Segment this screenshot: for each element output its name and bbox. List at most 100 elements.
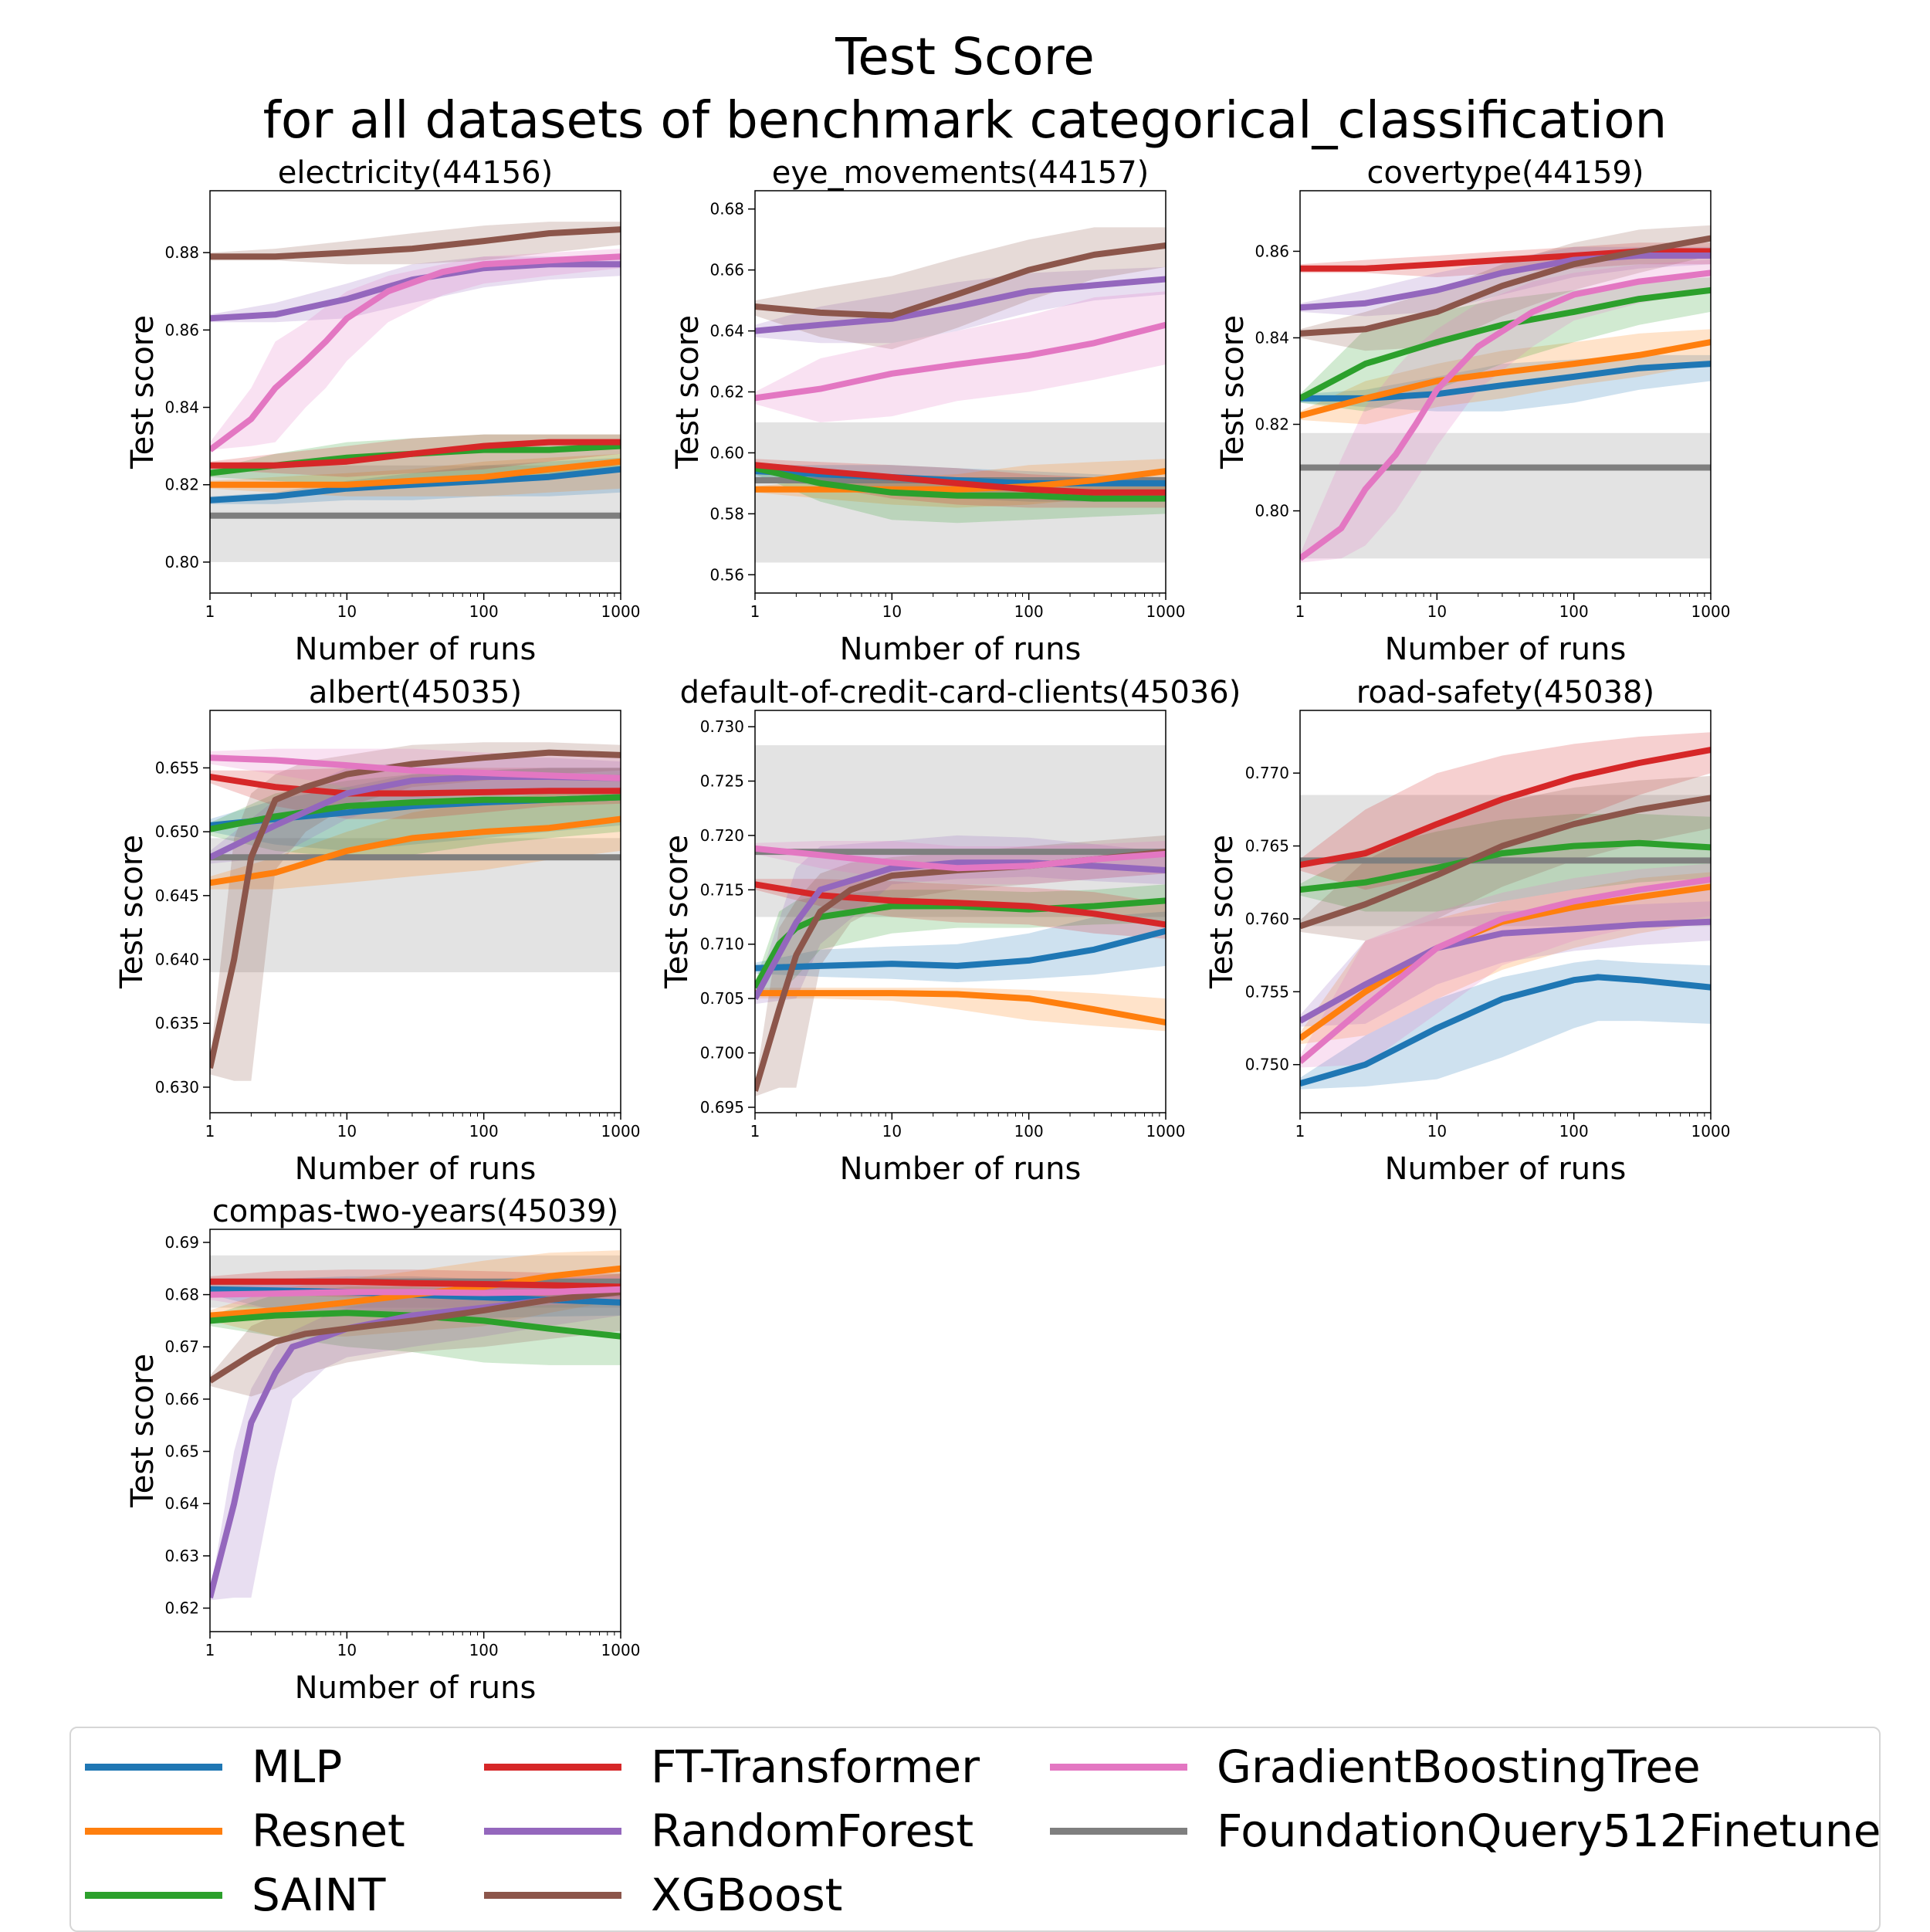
legend-label: MLP — [252, 1740, 343, 1793]
legend-swatch-foundationquery512finetune — [1050, 1827, 1187, 1835]
series-line-ft-transformer — [210, 439, 621, 469]
x-tick-label: 1000 — [601, 602, 641, 621]
y-tick-label: 0.69 — [164, 1233, 199, 1252]
y-axis-label: Test score — [1204, 835, 1240, 989]
plot-area — [1300, 710, 1711, 1113]
axes-frame — [754, 710, 1166, 1113]
x-tick-label: 100 — [469, 1641, 499, 1659]
plot-content — [210, 1250, 621, 1601]
y-tick-label: 0.80 — [164, 553, 199, 571]
plot-content — [755, 745, 1166, 1096]
legend-swatch-gradientboostingtree — [1050, 1763, 1187, 1771]
series-line-ft-transformer — [1300, 747, 1711, 869]
subplot-eye-movements-44157-: 1 10 100 1000 0.56 0.58 0.60 0.62 0.64 0.66 0.68 ey… — [670, 155, 1185, 667]
series-line-xgboost — [1300, 795, 1711, 930]
y-tick-label: 0.730 — [700, 717, 744, 736]
x-tick-label: 10 — [882, 1122, 902, 1141]
x-axis-label: Number of runs — [840, 632, 1082, 667]
legend-item-xgboost: XGBoost — [484, 1864, 842, 1926]
subplot-road-safety-45038-: 1 10 100 1000 0.750 0.755 0.760 0.765 0.770 road-… — [1204, 675, 1730, 1187]
y-tick-label: 0.67 — [164, 1337, 199, 1356]
x-tick-label: 100 — [469, 602, 499, 621]
y-tick-label: 0.710 — [700, 935, 744, 954]
x-axis-label: Number of runs — [840, 1151, 1082, 1187]
y-tick-label: 0.695 — [700, 1098, 744, 1117]
x-tick-label: 100 — [1559, 602, 1589, 621]
series-line-xgboost — [755, 242, 1166, 319]
y-tick-label: 0.66 — [709, 261, 744, 280]
series-line-xgboost — [1300, 235, 1711, 337]
y-tick-label: 0.84 — [164, 398, 199, 417]
legend: MLP Resnet SAINT FT-Transformer RandomFo… — [69, 1727, 1881, 1932]
x-tick-label: 10 — [882, 602, 902, 621]
legend-swatch-randomforest — [484, 1827, 621, 1835]
legend-item-randomforest: RandomForest — [484, 1800, 973, 1862]
band-foundationquery512finetune — [1300, 432, 1711, 559]
legend-label: Resnet — [252, 1805, 405, 1857]
axes-frame — [209, 710, 621, 1113]
legend-item-resnet: Resnet — [85, 1800, 405, 1862]
legend-label: XGBoost — [651, 1869, 843, 1921]
subplot-title: road-safety(45038) — [1356, 675, 1654, 710]
series-line-randomforest — [1300, 918, 1711, 1024]
x-tick-label: 100 — [469, 1122, 499, 1141]
series-line-ft-transformer — [210, 1278, 621, 1290]
series-line-saint — [755, 465, 1166, 502]
y-tick-label: 0.760 — [1245, 910, 1289, 928]
x-tick-label: 100 — [1559, 1122, 1589, 1141]
y-tick-label: 0.56 — [709, 565, 744, 584]
y-tick-label: 0.755 — [1245, 982, 1289, 1001]
x-tick-label: 1000 — [1146, 1122, 1186, 1141]
legend-swatch-ft-transformer — [484, 1763, 621, 1771]
x-axis-label: Number of runs — [295, 632, 537, 667]
series-line-ft-transformer — [755, 462, 1166, 496]
subplot-covertype-44159-: 1 10 100 1000 0.80 0.82 0.84 0.86 covertype(4415… — [1215, 155, 1730, 667]
band-gradientboostingtree — [210, 249, 621, 450]
subplot-title: default-of-credit-card-clients(45036) — [680, 675, 1241, 710]
subplot-compas-two-years-45039-: 1 10 100 1000 0.62 0.63 0.64 0.65 0.66 0.67 0.68 0.… — [125, 1194, 640, 1706]
plot-content — [210, 742, 621, 1081]
series-line-saint — [1300, 839, 1711, 893]
y-tick-label: 0.82 — [1254, 415, 1289, 434]
series-line-xgboost — [210, 749, 621, 1069]
legend-swatch-xgboost — [484, 1891, 621, 1899]
series-line-resnet — [755, 468, 1166, 493]
x-axis-label: Number of runs — [1385, 1151, 1627, 1187]
x-tick-label: 1000 — [601, 1641, 641, 1659]
y-tick-label: 0.750 — [1245, 1056, 1289, 1074]
y-tick-label: 0.65 — [164, 1442, 199, 1461]
figure-title-line-2: for all datasets of benchmark categorica… — [263, 90, 1668, 150]
y-tick-label: 0.720 — [700, 826, 744, 845]
series-line-resnet — [755, 990, 1166, 1026]
subplot-title: eye_movements(44157) — [772, 155, 1150, 191]
x-axis-label: Number of runs — [295, 1151, 537, 1187]
band-resnet — [755, 988, 1166, 1032]
band-mlp — [1300, 959, 1711, 1090]
legend-label: RandomForest — [651, 1805, 974, 1857]
plot-content — [755, 227, 1166, 563]
legend-item-foundationquery512finetune: FoundationQuery512Finetune — [1050, 1800, 1881, 1862]
x-axis-label: Number of runs — [295, 1670, 537, 1706]
axes-frame — [1299, 190, 1712, 594]
y-tick-label: 0.645 — [155, 886, 199, 905]
y-tick-label: 0.88 — [164, 243, 199, 262]
series-line-ft-transformer — [755, 881, 1166, 928]
y-tick-label: 0.64 — [709, 322, 744, 341]
axes-frame — [209, 1229, 621, 1632]
series-line-saint — [210, 794, 621, 832]
series-line-gradientboostingtree — [210, 1286, 621, 1298]
subplot-default-of-credit-card-clients-45036-: 1 10 100 1000 0.695 0.700 0.705 0.710 0.715 0.720… — [659, 675, 1241, 1187]
subplot-albert-45035-: 1 10 100 1000 0.630 0.635 0.640 0.645 0.650 0.655… — [114, 675, 640, 1187]
plot-content — [210, 222, 621, 562]
y-axis-label: Test score — [125, 1354, 161, 1508]
series-line-xgboost — [210, 226, 621, 260]
series-line-randomforest — [1300, 253, 1711, 311]
x-axis-label: Number of runs — [1385, 632, 1627, 667]
x-tick-label: 100 — [1014, 1122, 1044, 1141]
y-tick-label: 0.84 — [1254, 328, 1289, 347]
plot-content — [1300, 732, 1711, 1090]
figure-title-line-1: Test Score — [835, 27, 1095, 86]
legend-label: GradientBoostingTree — [1217, 1740, 1701, 1793]
band-gradientboostingtree — [755, 291, 1166, 422]
subplot-title: albert(45035) — [309, 675, 522, 710]
